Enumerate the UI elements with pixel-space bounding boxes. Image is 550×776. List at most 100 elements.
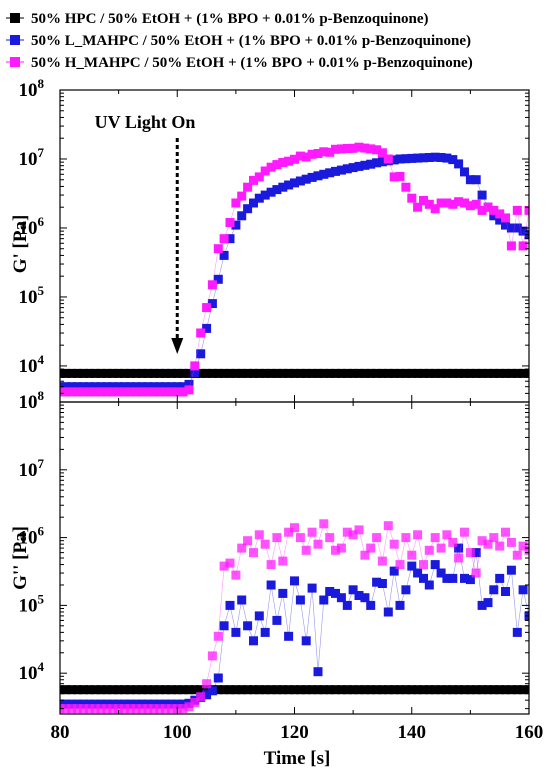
data-point-hpc xyxy=(401,368,411,378)
data-point-hpc xyxy=(424,368,434,378)
data-point-h-mahpc xyxy=(501,213,510,223)
data-point-hpc xyxy=(61,685,71,695)
data-point-l-mahpc xyxy=(231,627,241,637)
data-point-h-mahpc xyxy=(512,205,522,215)
legend-marker-l-mahpc xyxy=(10,35,20,45)
data-point-h-mahpc xyxy=(161,704,170,714)
data-point-hpc xyxy=(84,685,94,695)
legend-label-h-mahpc: 50% H_MAHPC / 50% EtOH + (1% BPO + 0.01%… xyxy=(31,55,473,71)
data-point-l-mahpc xyxy=(483,598,493,608)
data-point-hpc xyxy=(430,368,440,378)
data-point-h-mahpc xyxy=(225,558,235,568)
data-point-l-mahpc xyxy=(460,573,469,583)
data-point-hpc xyxy=(389,368,399,378)
data-point-h-mahpc xyxy=(67,387,77,397)
data-point-hpc xyxy=(512,368,522,378)
data-point-h-mahpc xyxy=(284,156,294,166)
data-point-hpc xyxy=(102,368,112,378)
data-point-h-mahpc xyxy=(407,550,417,560)
data-point-h-mahpc xyxy=(512,550,522,560)
data-point-hpc xyxy=(524,685,529,695)
data-point-hpc xyxy=(254,368,264,378)
data-point-l-mahpc xyxy=(184,379,194,389)
data-point-hpc xyxy=(442,685,452,695)
data-point-h-mahpc xyxy=(114,387,124,397)
data-point-hpc xyxy=(137,368,147,378)
data-point-h-mahpc xyxy=(207,280,217,290)
data-point-hpc xyxy=(96,685,106,695)
data-point-h-mahpc xyxy=(331,144,340,154)
data-point-h-mahpc xyxy=(196,328,206,338)
data-point-h-mahpc xyxy=(184,385,194,395)
data-point-l-mahpc xyxy=(413,153,423,163)
data-point-hpc xyxy=(120,685,129,695)
data-point-h-mahpc xyxy=(424,545,434,555)
data-point-hpc xyxy=(413,368,423,378)
data-point-h-mahpc xyxy=(108,704,118,714)
data-point-l-mahpc xyxy=(454,543,464,553)
data-point-l-mahpc xyxy=(166,382,176,392)
y-tick-label: 105 xyxy=(19,591,45,616)
data-point-h-mahpc xyxy=(372,145,382,155)
data-point-l-mahpc xyxy=(389,566,399,576)
data-point-h-mahpc xyxy=(442,198,452,208)
y-tick-label: 108 xyxy=(19,76,45,101)
data-point-l-mahpc xyxy=(254,611,264,621)
data-point-l-mahpc xyxy=(471,548,481,558)
data-point-hpc xyxy=(524,368,529,378)
data-point-hpc xyxy=(102,685,112,695)
data-point-h-mahpc xyxy=(260,166,270,176)
data-point-l-mahpc xyxy=(301,636,311,646)
data-point-hpc xyxy=(120,368,129,378)
data-point-h-mahpc xyxy=(471,199,481,209)
data-point-l-mahpc xyxy=(512,223,522,233)
data-point-hpc xyxy=(301,368,311,378)
data-point-h-mahpc xyxy=(290,523,299,533)
data-point-h-mahpc xyxy=(108,387,118,397)
data-point-l-mahpc xyxy=(489,585,499,595)
data-point-h-mahpc xyxy=(448,537,458,547)
data-point-l-mahpc xyxy=(460,167,469,177)
data-point-l-mahpc xyxy=(96,382,106,392)
x-tick-label: 80 xyxy=(51,722,70,743)
data-point-l-mahpc xyxy=(90,382,100,392)
data-point-h-mahpc xyxy=(348,530,358,540)
data-point-hpc xyxy=(166,368,176,378)
data-point-hpc xyxy=(448,368,458,378)
data-point-h-mahpc xyxy=(506,241,516,251)
data-point-hpc xyxy=(237,368,247,378)
data-point-h-mahpc xyxy=(489,205,499,215)
data-point-l-mahpc xyxy=(131,382,141,392)
data-point-h-mahpc xyxy=(325,533,335,543)
data-point-l-mahpc xyxy=(495,573,505,583)
data-point-h-mahpc xyxy=(143,704,153,714)
data-point-h-mahpc xyxy=(213,244,223,254)
data-point-hpc xyxy=(506,368,516,378)
data-point-l-mahpc xyxy=(249,198,258,208)
data-point-h-mahpc xyxy=(243,536,253,546)
y-tick-label: 106 xyxy=(19,214,45,239)
data-point-hpc xyxy=(79,368,88,378)
data-point-l-mahpc xyxy=(149,382,159,392)
data-point-hpc xyxy=(489,685,499,695)
data-point-hpc xyxy=(172,685,182,695)
data-point-l-mahpc xyxy=(465,175,475,185)
data-point-hpc xyxy=(518,368,528,378)
data-point-h-mahpc xyxy=(336,543,346,553)
data-point-hpc xyxy=(366,685,376,695)
data-point-l-mahpc xyxy=(125,382,135,392)
data-point-h-mahpc xyxy=(155,387,165,397)
data-point-h-mahpc xyxy=(395,560,405,570)
data-point-h-mahpc xyxy=(290,154,299,164)
data-point-l-mahpc xyxy=(336,593,346,603)
data-point-hpc xyxy=(383,685,393,695)
data-point-l-mahpc xyxy=(325,587,335,596)
data-point-hpc xyxy=(131,368,141,378)
data-point-h-mahpc xyxy=(524,545,529,555)
data-point-h-mahpc xyxy=(395,171,405,181)
data-point-h-mahpc xyxy=(90,704,100,714)
data-point-h-mahpc xyxy=(354,142,364,152)
data-point-l-mahpc xyxy=(377,579,387,588)
data-point-hpc xyxy=(266,685,276,695)
data-point-h-mahpc xyxy=(96,704,106,714)
